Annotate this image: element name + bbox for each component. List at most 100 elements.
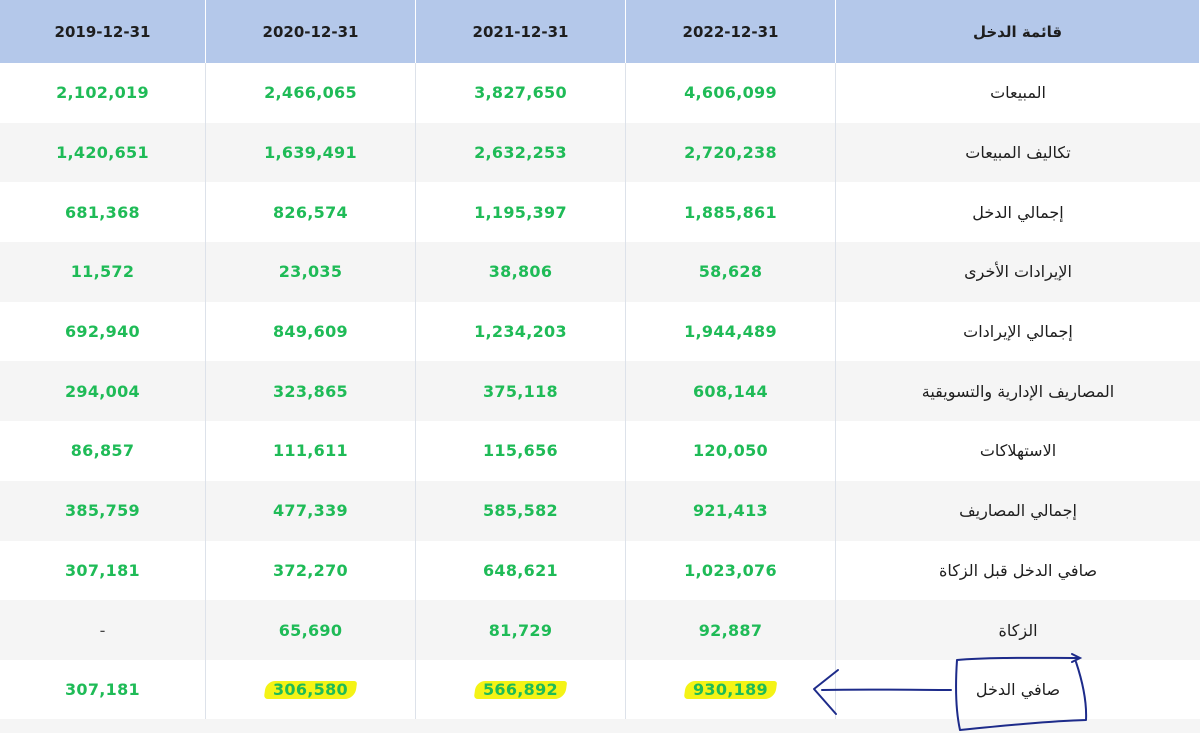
cell-value: 306,580 (273, 680, 348, 700)
value-cell-2022: 2,720,238 (626, 122, 836, 183)
cell-value: 1,944,489 (684, 322, 777, 342)
value-cell-2019: - (0, 600, 206, 660)
value-cell-2021: 2,632,253 (416, 122, 626, 183)
cell-value: 930,189 (693, 680, 768, 700)
row-label: صافي الدخل (975, 680, 1061, 700)
value-cell-2020: 2,466,065 (206, 63, 416, 123)
header-year-2022: 2022-12-31 (626, 0, 836, 63)
value-cell-2020: 477,339 (206, 480, 416, 541)
table-row: - 65,690 81,729 92,887 الزكاة (0, 600, 1200, 660)
row-label: الزكاة (998, 620, 1038, 640)
row-label: إجمالي الدخل (972, 202, 1064, 222)
header-label-column: قائمة الدخل (836, 0, 1200, 63)
table-row-partial (0, 719, 1200, 733)
value-cell-2019: 692,940 (0, 301, 206, 362)
value-cell-2021: 1,195,397 (416, 182, 626, 243)
cell-value: 681,368 (65, 202, 140, 222)
value-cell-2021: 3,827,650 (416, 63, 626, 123)
row-label: إجمالي الإيرادات (963, 322, 1073, 342)
cell-value: 3,827,650 (474, 83, 567, 103)
cell-value: 2,466,065 (264, 83, 357, 103)
value-cell-2019: 1,420,651 (0, 122, 206, 183)
cell-value: 86,857 (70, 441, 135, 461)
value-cell-2022: 1,885,861 (626, 182, 836, 243)
cell-value: 2,720,238 (684, 143, 777, 163)
cell-value: 4,606,099 (684, 83, 777, 103)
cell-value: 1,639,491 (264, 143, 357, 163)
value-cell-2020: 372,270 (206, 540, 416, 601)
cell-value: 23,035 (278, 262, 343, 282)
table-row: 11,572 23,035 38,806 58,628 الإيرادات الأخرى (0, 242, 1200, 302)
value-cell-2022: 930,189 (626, 659, 836, 720)
value-cell-2022: 58,628 (626, 242, 836, 302)
cell-value: 826,574 (273, 202, 348, 222)
table-row: 681,368 826,574 1,195,397 1,885,861 إجمالي ا… (0, 182, 1200, 243)
table-body: 2,102,019 2,466,065 3,827,650 4,606,099 المب… (0, 63, 1200, 720)
value-cell-2019: 11,572 (0, 242, 206, 302)
cell-value: 849,609 (273, 322, 348, 342)
value-cell-2022: 921,413 (626, 480, 836, 541)
cell-value: 120,050 (693, 441, 768, 461)
value-cell-2021: 375,118 (416, 361, 626, 422)
table-row: 385,759 477,339 585,582 921,413 إجمالي المصا… (0, 480, 1200, 541)
cell-value: 65,690 (278, 620, 343, 640)
cell-value: 648,621 (483, 560, 558, 580)
value-cell-2021: 648,621 (416, 540, 626, 601)
value-cell-2020: 23,035 (206, 242, 416, 302)
row-label: الاستهلاكات (979, 441, 1057, 461)
cell-value: 477,339 (273, 501, 348, 521)
value-cell-2022: 1,944,489 (626, 301, 836, 362)
cell-value: 1,420,651 (56, 143, 149, 163)
cell-value: 608,144 (693, 381, 768, 401)
cell-value: 585,582 (483, 501, 558, 521)
value-cell-2022: 4,606,099 (626, 63, 836, 123)
value-cell-2020: 111,611 (206, 421, 416, 481)
table-row: 307,181 306,580 566,892 930,189 صافي الدخل (0, 659, 1200, 720)
value-cell-2019: 307,181 (0, 659, 206, 720)
cell-value: 307,181 (65, 680, 140, 700)
cell-value: 294,004 (65, 381, 140, 401)
value-cell-2020: 826,574 (206, 182, 416, 243)
value-cell-2019: 86,857 (0, 421, 206, 481)
cell-value: 385,759 (65, 501, 140, 521)
cell-value: 58,628 (698, 262, 763, 282)
cell-value: 2,102,019 (56, 83, 149, 103)
cell-value: 115,656 (483, 441, 558, 461)
value-cell-2021: 115,656 (416, 421, 626, 481)
value-cell-2020: 65,690 (206, 600, 416, 660)
cell-value: 111,611 (273, 441, 348, 461)
row-label: الإيرادات الأخرى (964, 262, 1072, 282)
value-cell-2021: 81,729 (416, 600, 626, 660)
cell-value: 81,729 (488, 620, 553, 640)
cell-value: 323,865 (273, 381, 348, 401)
cell-value: 92,887 (698, 620, 763, 640)
cell-value: 2,632,253 (474, 143, 567, 163)
cell-value: 566,892 (483, 680, 558, 700)
cell-value: 692,940 (65, 322, 140, 342)
row-label: المبيعات (990, 83, 1046, 103)
cell-value: 1,885,861 (684, 202, 777, 222)
cell-value: 1,023,076 (684, 560, 777, 580)
value-cell-2022: 608,144 (626, 361, 836, 422)
cell-value: - (99, 620, 106, 640)
value-cell-2019: 681,368 (0, 182, 206, 243)
value-cell-2020: 323,865 (206, 361, 416, 422)
cell-value: 921,413 (693, 501, 768, 521)
value-cell-2019: 2,102,019 (0, 63, 206, 123)
value-cell-2021: 1,234,203 (416, 301, 626, 362)
cell-value: 1,195,397 (474, 202, 567, 222)
value-cell-2020: 306,580 (206, 659, 416, 720)
table-row: 307,181 372,270 648,621 1,023,076 صافي الدخل… (0, 540, 1200, 601)
value-cell-2019: 307,181 (0, 540, 206, 601)
value-cell-2022: 120,050 (626, 421, 836, 481)
value-cell-2021: 566,892 (416, 659, 626, 720)
header-year-2019: 2019-12-31 (0, 0, 206, 63)
table-row: 692,940 849,609 1,234,203 1,944,489 إجمالي ا… (0, 301, 1200, 362)
cell-value: 11,572 (70, 262, 135, 282)
cell-value: 375,118 (483, 381, 558, 401)
value-cell-2021: 38,806 (416, 242, 626, 302)
table-row: 2,102,019 2,466,065 3,827,650 4,606,099 المب… (0, 63, 1200, 123)
header-year-2020: 2020-12-31 (206, 0, 416, 63)
value-cell-2019: 385,759 (0, 480, 206, 541)
